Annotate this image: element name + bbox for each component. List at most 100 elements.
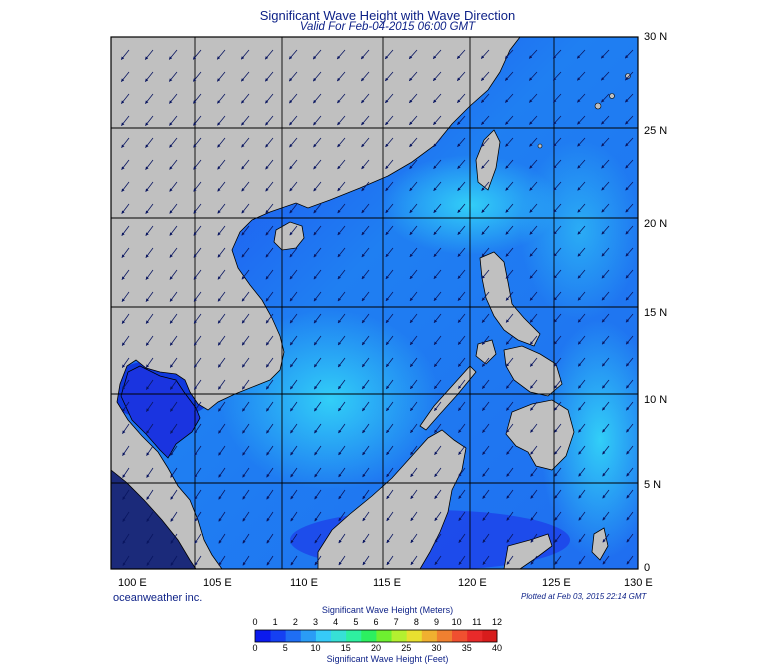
wave-direction-arrow <box>409 313 418 324</box>
wave-direction-arrow <box>360 49 370 60</box>
wave-direction-arrow <box>578 467 586 477</box>
wave-direction-arrow <box>193 93 202 104</box>
wave-direction-arrow <box>169 137 178 148</box>
wave-direction-arrow <box>289 181 298 192</box>
wave-direction-arrow <box>433 181 442 192</box>
wave-direction-arrow <box>313 181 322 192</box>
wave-direction-arrow <box>433 225 442 236</box>
wave-direction-arrow <box>482 445 490 455</box>
wave-direction-arrow <box>433 203 442 214</box>
wave-direction-arrow <box>289 159 298 170</box>
land-ryukyu-4 <box>537 143 543 149</box>
wave-direction-arrow <box>193 357 202 368</box>
wave-direction-arrow <box>265 247 274 258</box>
wave-direction-arrow <box>144 49 154 60</box>
wave-direction-arrow <box>314 555 322 566</box>
map-subtitle: Valid For Feb-04-2015 06:00 GMT <box>299 21 476 33</box>
wave-direction-arrow <box>530 533 538 543</box>
wave-direction-arrow <box>216 49 226 60</box>
lon-label-100e: 100 E <box>118 577 147 589</box>
wave-direction-arrow <box>312 49 322 60</box>
colorbar-meters-tick: 1 <box>272 617 278 627</box>
wave-direction-arrow <box>121 247 130 258</box>
wave-direction-arrow <box>146 423 154 434</box>
wave-direction-arrow <box>120 71 130 82</box>
wave-direction-arrow <box>361 335 370 346</box>
wave-direction-arrow <box>146 401 154 412</box>
wave-direction-arrow <box>385 115 394 126</box>
wave-direction-arrow <box>457 313 466 323</box>
wave-direction-arrow <box>529 335 538 345</box>
wave-direction-arrow <box>456 71 466 81</box>
wave-direction-arrow <box>553 115 562 125</box>
wave-direction-arrow <box>121 379 130 390</box>
wave-direction-arrow <box>482 423 490 433</box>
wave-direction-arrow <box>553 335 562 345</box>
wave-direction-arrow <box>337 137 346 148</box>
wave-direction-arrow <box>384 49 394 60</box>
wave-direction-arrow <box>482 401 490 411</box>
wave-direction-arrow <box>314 467 322 478</box>
wave-direction-arrow <box>553 269 562 279</box>
wave-direction-arrow <box>601 159 610 169</box>
colorbar-cell <box>481 630 498 642</box>
wave-direction-arrow <box>386 445 394 456</box>
wave-direction-arrow <box>505 159 514 169</box>
wave-direction-arrow <box>289 379 298 390</box>
wave-direction-arrow <box>626 489 634 499</box>
wave-direction-arrow <box>385 137 394 148</box>
wave-direction-arrow <box>600 71 610 81</box>
wave-direction-arrow <box>337 313 346 324</box>
colorbar-cell <box>421 630 437 642</box>
wave-direction-arrow <box>145 115 154 126</box>
wave-direction-arrow <box>338 511 346 522</box>
wave-direction-arrow <box>601 93 610 103</box>
plotted-timestamp: Plotted at Feb 03, 2015 22:14 GMT <box>521 592 647 601</box>
wave-direction-arrow <box>241 203 250 214</box>
wave-direction-arrow <box>577 269 586 279</box>
wave-direction-arrow <box>193 159 202 170</box>
wave-direction-arrow <box>122 555 130 566</box>
colorbar-title-meters: Significant Wave Height (Meters) <box>321 605 454 615</box>
wave-direction-arrow <box>169 247 178 258</box>
wave-direction-arrow <box>217 93 226 104</box>
wave-direction-arrow <box>505 291 514 301</box>
wave-direction-arrow <box>530 489 538 499</box>
wave-direction-arrow <box>193 115 202 126</box>
wave-direction-arrow <box>289 203 298 214</box>
wave-direction-arrow <box>456 49 466 59</box>
wave-direction-arrow <box>290 423 298 434</box>
wave-direction-arrow <box>457 247 466 257</box>
wave-direction-arrow <box>361 181 370 192</box>
wave-direction-arrow <box>386 555 394 566</box>
wave-direction-arrow <box>409 137 418 148</box>
wave-direction-arrow <box>481 313 490 323</box>
wave-direction-arrow <box>553 137 562 147</box>
wave-direction-arrow <box>457 225 466 235</box>
wave-direction-arrow <box>313 313 322 324</box>
wave-direction-arrow <box>602 401 610 411</box>
wave-direction-arrow <box>290 489 298 500</box>
wave-direction-arrow <box>338 489 346 500</box>
wave-direction-arrow <box>386 401 394 412</box>
wave-direction-arrow <box>338 423 346 434</box>
wave-direction-arrow <box>506 533 514 543</box>
wave-direction-arrow <box>289 137 298 148</box>
wave-direction-arrow <box>289 247 298 258</box>
wave-direction-arrow <box>266 533 274 544</box>
wave-direction-arrow <box>218 533 226 544</box>
wave-direction-arrow <box>289 313 298 324</box>
wave-direction-arrow <box>288 71 298 82</box>
colorbar-meters-tick: 11 <box>472 617 482 627</box>
lon-label-110e: 110 E <box>290 577 318 589</box>
wave-direction-arrow <box>601 379 610 389</box>
wave-direction-arrow <box>218 401 226 412</box>
wave-direction-arrow <box>265 115 274 126</box>
wave-direction-arrow <box>530 445 538 455</box>
lat-label-10n: 10 N <box>644 394 668 406</box>
wave-direction-arrow <box>457 379 466 389</box>
wave-direction-arrow <box>408 49 418 60</box>
gulf-of-thailand <box>120 365 201 459</box>
wave-direction-arrow <box>289 291 298 302</box>
